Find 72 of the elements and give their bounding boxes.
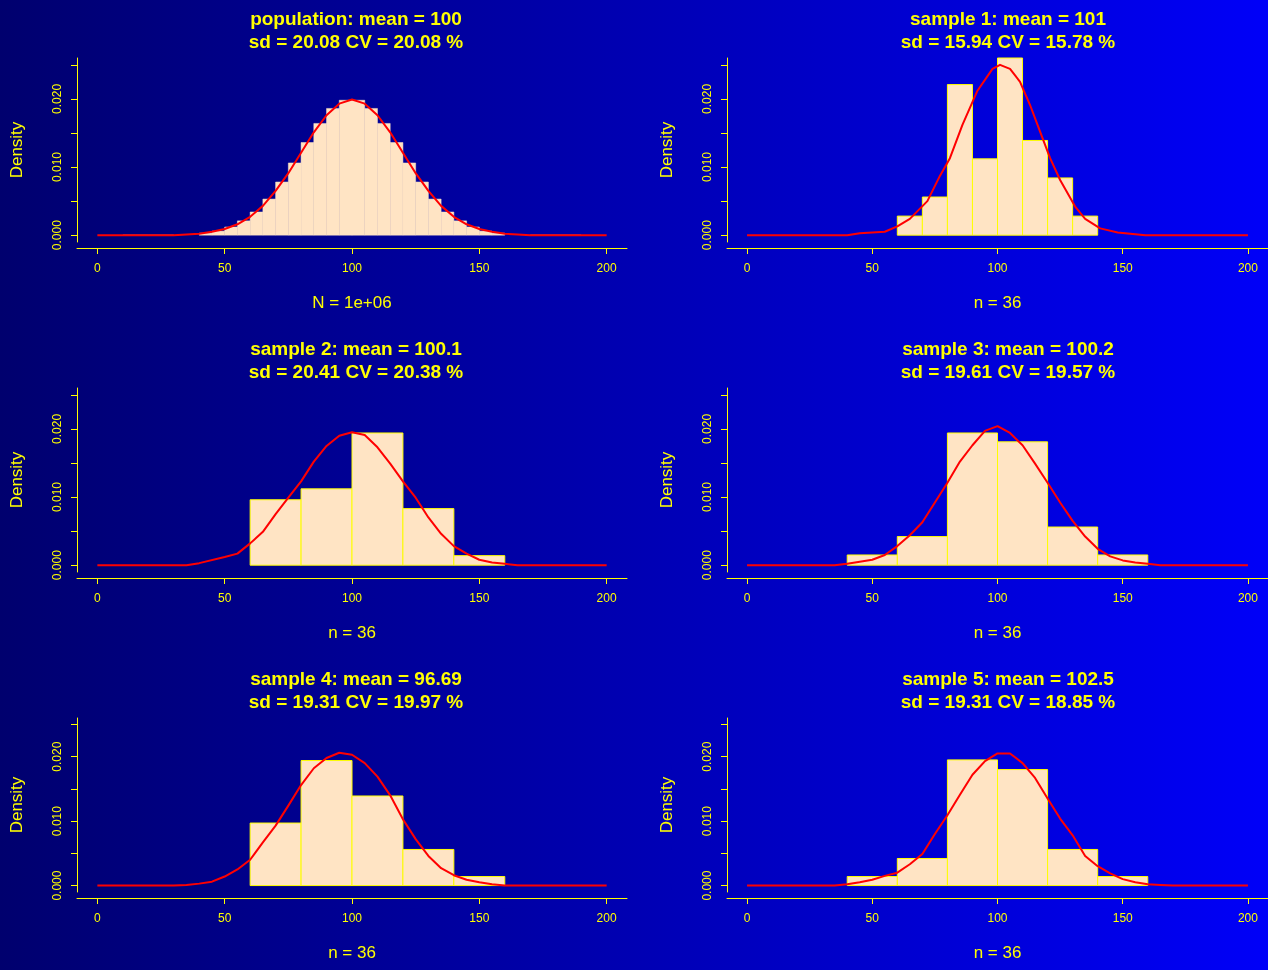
x-tick-label: 150 [469, 911, 490, 925]
y-tick-label: 0.020 [700, 413, 714, 444]
y-tick-label: 0.010 [700, 805, 714, 837]
x-tick-label: 200 [1237, 911, 1259, 925]
chart-subtitle: sd = 20.08 CV = 20.08 % [248, 31, 464, 52]
x-tick-label: 100 [341, 911, 363, 925]
x-tick-label: 100 [987, 261, 1008, 275]
x-tick-label: 100 [987, 911, 1008, 925]
x-tick-label: 150 [1112, 591, 1134, 605]
x-axis-title: n = 36 [973, 943, 1022, 962]
chart-title: sample 3: mean = 100.2 [902, 338, 1114, 359]
x-axis-title: N = 1e+06 [312, 293, 392, 312]
y-tick-label: 0.010 [50, 805, 64, 837]
y-axis-title: Density [657, 451, 676, 509]
y-tick-label: 0.010 [700, 481, 714, 513]
chart-title: sample 4: mean = 96.69 [250, 668, 462, 689]
y-tick-label: 0.000 [700, 219, 714, 251]
x-tick-label: 200 [1237, 261, 1259, 275]
x-tick-label: 200 [1237, 591, 1259, 605]
y-tick-label: 0.020 [700, 741, 714, 772]
chart-subtitle: sd = 19.31 CV = 19.97 % [248, 691, 464, 712]
x-tick-label: 200 [596, 911, 617, 925]
y-tick-label: 0.020 [700, 83, 714, 114]
y-tick-label: 0.000 [50, 549, 64, 581]
y-tick-label: 0.000 [700, 870, 714, 901]
x-tick-label: 200 [596, 261, 617, 275]
x-tick-label: 150 [1112, 261, 1134, 275]
x-tick-label: 0 [94, 591, 102, 605]
y-axis-title: Density [657, 121, 676, 179]
y-axis-title: Density [7, 776, 26, 834]
x-tick-label: 0 [743, 591, 751, 605]
x-tick-label: 50 [218, 911, 232, 925]
x-tick-label: 50 [218, 261, 232, 275]
x-tick-label: 50 [865, 911, 880, 925]
chart-title: sample 5: mean = 102.5 [902, 668, 1115, 689]
x-tick-label: 50 [865, 261, 880, 275]
y-axis-title: Density [7, 451, 26, 509]
y-tick-label: 0.020 [50, 413, 64, 444]
chart-subtitle: sd = 20.41 CV = 20.38 % [248, 361, 464, 382]
x-tick-label: 100 [341, 261, 363, 275]
y-axis-title: Density [7, 121, 26, 179]
y-axis-title: Density [657, 776, 676, 834]
y-tick-label: 0.010 [50, 151, 64, 183]
x-tick-label: 150 [1112, 911, 1134, 925]
x-tick-label: 0 [94, 261, 102, 275]
x-tick-label: 0 [743, 911, 751, 925]
chart-title: sample 1: mean = 101 [910, 8, 1107, 29]
y-tick-label: 0.020 [50, 83, 64, 114]
y-tick-label: 0.010 [50, 481, 64, 513]
x-tick-label: 50 [218, 591, 232, 605]
x-axis-title: n = 36 [328, 943, 376, 962]
chart-subtitle: sd = 19.61 CV = 19.57 % [900, 361, 1116, 382]
x-tick-label: 150 [469, 261, 490, 275]
x-tick-label: 200 [596, 591, 617, 605]
x-tick-label: 0 [94, 911, 102, 925]
x-tick-label: 100 [341, 591, 363, 605]
x-axis-title: n = 36 [328, 623, 376, 642]
x-tick-label: 50 [865, 591, 880, 605]
x-tick-label: 100 [987, 591, 1008, 605]
x-axis-title: n = 36 [973, 293, 1022, 312]
y-tick-label: 0.000 [50, 870, 64, 901]
y-tick-label: 0.020 [50, 741, 64, 772]
x-tick-label: 150 [469, 591, 490, 605]
chart-subtitle: sd = 19.31 CV = 18.85 % [900, 691, 1116, 712]
chart-subtitle: sd = 15.94 CV = 15.78 % [900, 31, 1116, 52]
y-tick-label: 0.010 [700, 151, 714, 183]
y-tick-label: 0.000 [50, 219, 64, 251]
chart-title: population: mean = 100 [250, 8, 462, 29]
x-axis-title: n = 36 [973, 623, 1022, 642]
y-tick-label: 0.000 [700, 549, 714, 581]
chart-title: sample 2: mean = 100.1 [250, 338, 463, 359]
x-tick-label: 0 [743, 261, 751, 275]
